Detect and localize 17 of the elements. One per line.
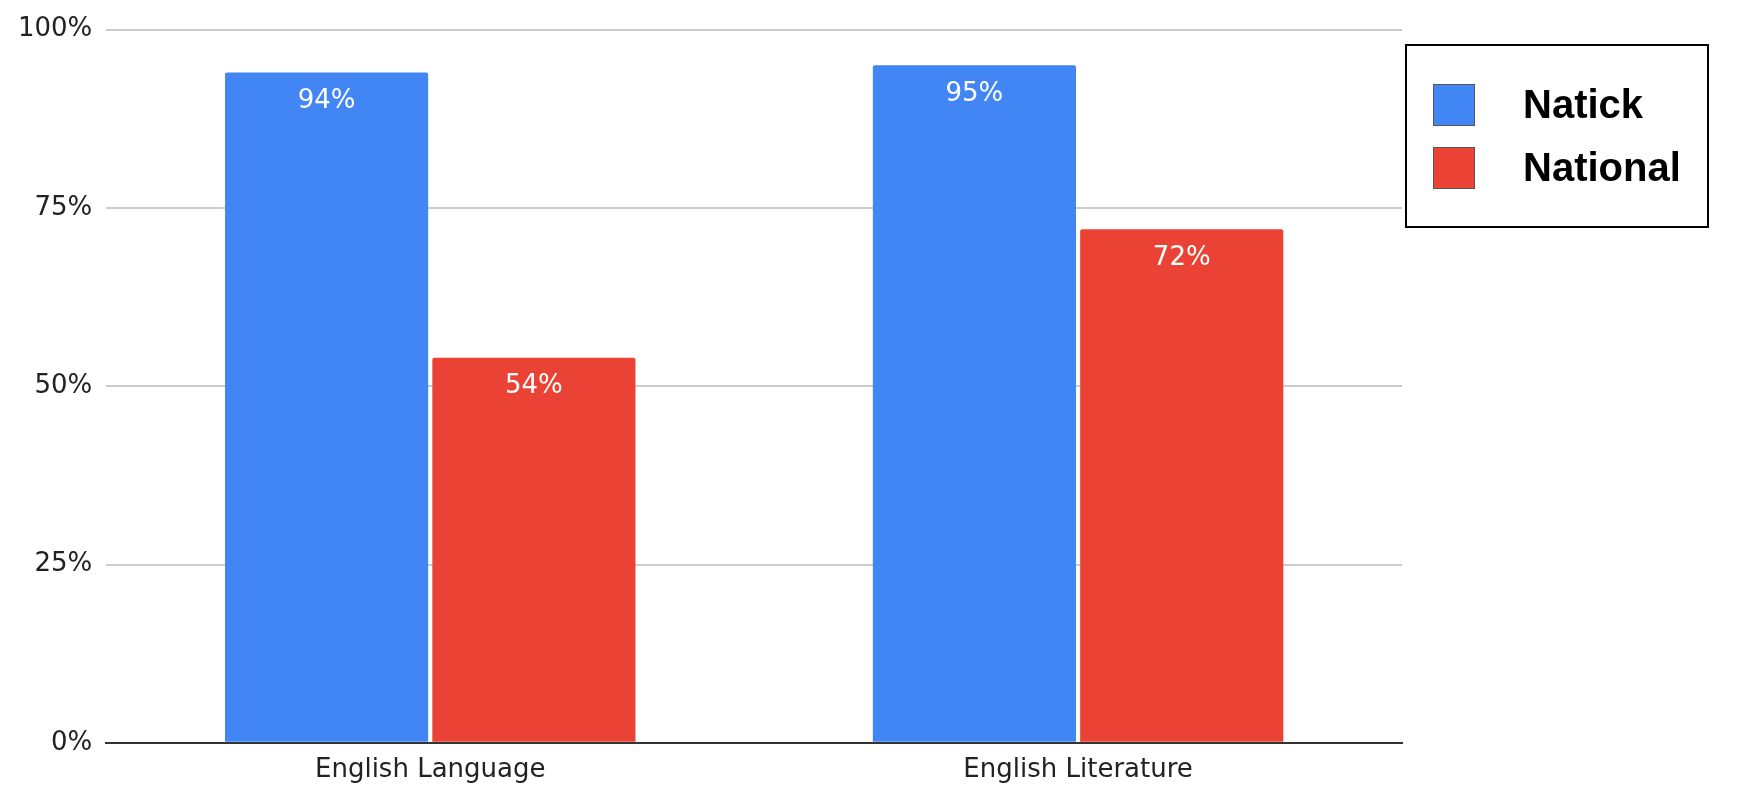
data-label: 94%: [297, 84, 356, 115]
y-tick-label: 25%: [34, 547, 93, 578]
x-tick-label: English Literature: [963, 753, 1193, 784]
y-tick-label: 75%: [34, 190, 93, 221]
data-label: 72%: [1152, 241, 1211, 272]
legend-label: National: [1523, 145, 1681, 190]
bar: [872, 65, 1077, 742]
data-label: 54%: [505, 369, 563, 400]
bar: [1080, 229, 1284, 742]
data-label: 95%: [945, 77, 1004, 108]
y-tick-label: 0%: [51, 725, 93, 756]
bar: [225, 72, 429, 742]
legend-label: Natick: [1523, 82, 1644, 127]
y-tick-label: 50%: [34, 368, 93, 399]
x-tick-label: English Language: [315, 753, 546, 784]
y-tick-label: 100%: [17, 12, 93, 43]
bar: [432, 357, 636, 742]
